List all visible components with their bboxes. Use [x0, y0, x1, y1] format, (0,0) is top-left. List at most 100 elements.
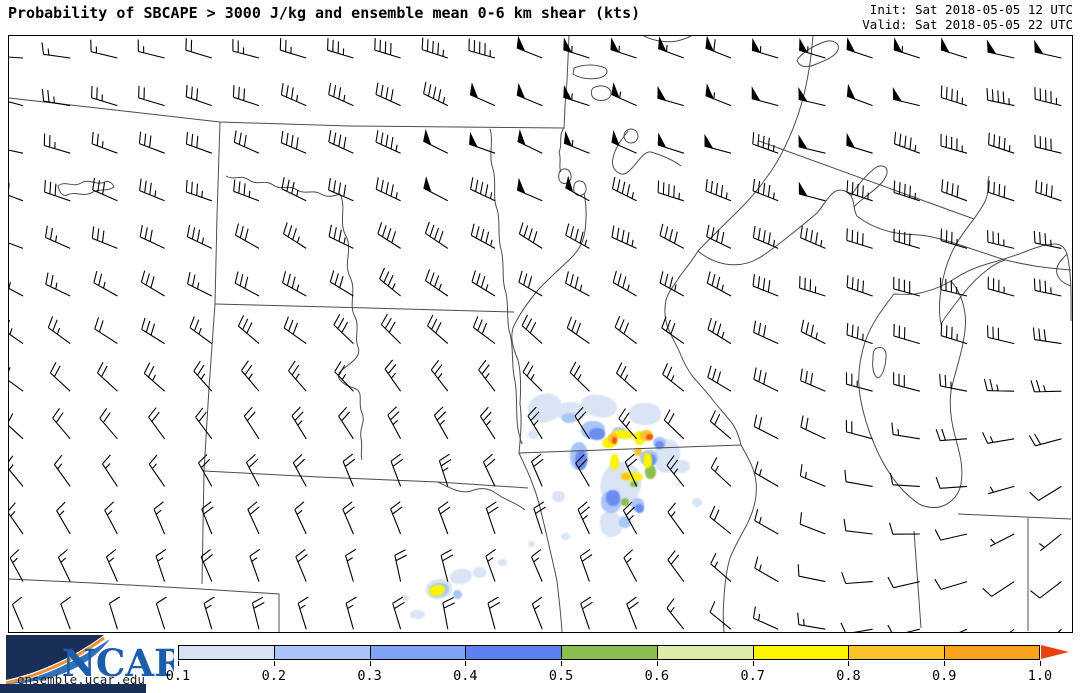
- probability-blob: [497, 558, 507, 566]
- probability-blob: [589, 428, 605, 440]
- colorbar-tick: [656, 661, 658, 666]
- probability-blob: [630, 481, 638, 487]
- mi-huron-shore: [1066, 253, 1072, 322]
- probability-blob: [562, 413, 576, 423]
- isle-royale: [796, 40, 839, 68]
- missouri-river-mo-west: [518, 452, 563, 632]
- probability-blob: [634, 448, 642, 456]
- lake-winnebago: [872, 347, 887, 379]
- ncar-logo-blue-swoosh: [6, 639, 110, 684]
- mt-wy-nd-sd-border: [9, 97, 565, 129]
- colorbar-segment: [752, 645, 849, 660]
- river-wiggle-ne-ks: [437, 481, 526, 511]
- probability-blob: [611, 436, 617, 444]
- lower-michigan-shore: [950, 243, 1072, 287]
- probability-blob: [642, 452, 652, 468]
- page-title: Probability of SBCAPE > 3000 J/kg and en…: [8, 4, 641, 22]
- init-time: Init: Sat 2018-05-05 12 UTC: [869, 2, 1073, 17]
- wy-east-border: [201, 121, 221, 585]
- colorbar-tick: [1040, 661, 1041, 666]
- wind-barb-layer: [9, 36, 1062, 632]
- probability-blob: [674, 459, 690, 473]
- colorbar-segment: [465, 645, 562, 660]
- probability-blob: [551, 490, 565, 502]
- colorbar-segment: [944, 645, 1040, 660]
- probability-blob: [629, 403, 661, 425]
- lake-sakakawea: [57, 180, 115, 196]
- ncar-logo-strip: [0, 684, 146, 693]
- colorbar-tick: [752, 661, 754, 666]
- james-river: [489, 128, 523, 444]
- colorbar-tick-label: 0.2: [261, 668, 286, 684]
- probability-blob: [560, 532, 570, 540]
- colorbar-tick-label: 0.1: [165, 668, 191, 684]
- leech-lake: [590, 85, 612, 101]
- colorbar-tick-label: 0.6: [644, 668, 670, 684]
- probability-blob: [644, 465, 656, 479]
- mn-wi-border-stcroix-mississippi: [664, 250, 742, 446]
- ncar-logo-navy-swoosh: [6, 635, 104, 680]
- probability-blob: [606, 490, 620, 506]
- ncar-logo-orange-arc: [5, 636, 105, 685]
- wind-barb-staffs: [9, 37, 1062, 632]
- lake-oahe: [225, 175, 341, 197]
- colorbar-overflow-arrow: [1041, 645, 1069, 659]
- red-lake: [572, 64, 608, 80]
- il-in-border: [913, 530, 922, 629]
- colorbar-segment: [561, 645, 657, 660]
- probability-blob: [527, 541, 535, 547]
- arkansas-river: [9, 578, 280, 632]
- colorbar-tick-label: 0.3: [357, 668, 382, 684]
- colorbar-tick: [561, 661, 563, 666]
- probability-blob: [634, 503, 644, 513]
- colorbar-segment: [848, 645, 945, 660]
- valid-time: Valid: Sat 2018-05-05 22 UTC: [862, 16, 1073, 32]
- menominee-river: [973, 175, 990, 220]
- forecast-map: [8, 35, 1073, 633]
- colorbar-tick: [944, 661, 946, 666]
- colorbar-segment: [656, 645, 753, 660]
- probability-blob: [472, 566, 486, 578]
- probability-blob: [621, 498, 629, 506]
- probability-blob: [609, 454, 619, 470]
- colorbar-tick-label: 0.7: [740, 668, 765, 684]
- probability-blob: [645, 434, 653, 440]
- colorbar-tick-label: 0.9: [932, 668, 957, 684]
- lake-of-the-woods: [643, 36, 692, 43]
- probability-blob: [409, 609, 425, 619]
- lake-superior-south-shore: [697, 189, 1072, 271]
- wi-mi-border: [758, 140, 975, 220]
- ia-mo-border: [518, 444, 742, 454]
- colorbar-tick: [178, 661, 179, 666]
- ncar-logo-text: NCAR: [62, 641, 174, 685]
- ncar-logo: NCAR: [5, 635, 174, 685]
- probability-blob: [633, 431, 645, 445]
- mississippi-headwaters: [612, 130, 682, 175]
- sd-mn-ia-bigsioux: [511, 192, 587, 454]
- colorbar-tick-label: 0.4: [453, 668, 478, 684]
- probability-blob: [620, 472, 630, 480]
- missouri-river-sd: [338, 193, 364, 461]
- site-url: ensemble.ucar.edu: [17, 672, 145, 687]
- probability-colorbar: [178, 645, 1040, 660]
- probability-blob: [401, 595, 409, 601]
- colorbar-tick: [369, 661, 371, 666]
- il-west-mississippi: [722, 444, 757, 632]
- wind-barb-pennants: [423, 36, 1044, 197]
- run-timestamps: Init: Sat 2018-05-05 12 UTC Valid: Sat 2…: [862, 2, 1073, 32]
- sd-ne-border: [214, 303, 515, 313]
- probability-blob: [692, 497, 702, 507]
- ne-ks-border: [203, 470, 529, 489]
- state-borders-layer: [9, 36, 1072, 632]
- probability-blob: [654, 441, 664, 449]
- colorbar-tick-label: 0.8: [836, 668, 861, 684]
- colorbar-tick-label: 0.5: [548, 668, 574, 684]
- mn-sd-hook: [558, 127, 565, 173]
- colorbar-segment: [273, 645, 370, 660]
- colorbar-tick-label: 1.0: [1027, 668, 1053, 684]
- probability-blob: [452, 589, 462, 599]
- colorbar-segment: [369, 645, 466, 660]
- mille-lacs-lake: [623, 128, 639, 144]
- colorbar-tick: [273, 661, 275, 666]
